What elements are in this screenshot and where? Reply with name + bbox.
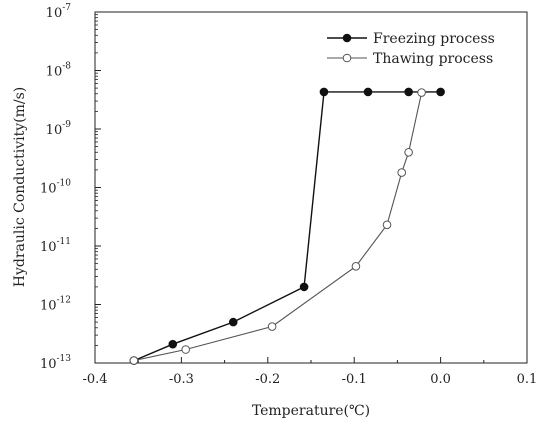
legend: Freezing process Thawing process (327, 31, 495, 67)
data-point (267, 322, 277, 331)
y-tick-label: 10-8 (46, 62, 72, 80)
x-tick-label: -0.4 (82, 372, 107, 387)
data-point (319, 87, 329, 97)
data-point (351, 261, 361, 271)
data-point (397, 168, 407, 177)
data-point (129, 356, 139, 365)
series-thawing (129, 88, 426, 365)
data-point (436, 87, 445, 97)
x-axis-title: Temperature(℃) (252, 403, 370, 419)
y-tick-label: 10-13 (40, 354, 71, 372)
series-line (133, 92, 423, 362)
series-line (133, 91, 441, 362)
x-tick-label: -0.1 (342, 372, 367, 387)
y-tick-label: 10-9 (46, 120, 72, 138)
series-layer (129, 87, 445, 365)
legend-label: Freezing process (373, 31, 495, 47)
x-tick-label: -0.3 (169, 372, 194, 387)
legend-marker (342, 53, 352, 63)
data-point (404, 147, 413, 157)
data-point (299, 282, 309, 292)
legend-marker (342, 33, 352, 43)
data-point (404, 87, 413, 97)
x-tick-label: 0.1 (517, 372, 538, 387)
data-point (382, 220, 392, 230)
x-tick-label: 0.0 (430, 372, 451, 387)
y-axis-title: Hydraulic Conductivity(m/s) (12, 87, 28, 287)
data-point (168, 339, 178, 349)
y-tick-label: 10-7 (46, 3, 72, 21)
data-point (181, 345, 191, 354)
y-tick-label: 10-10 (40, 179, 71, 197)
data-point (363, 87, 373, 97)
data-point (417, 88, 426, 97)
y-tick-label: 10-11 (40, 237, 71, 255)
y-tick-label: 10-12 (40, 296, 71, 314)
x-tick-label: -0.2 (255, 372, 280, 387)
series-freezing (129, 87, 445, 365)
axis-ticks: -0.4 -0.3 -0.2 -0.1 0.0 0.1 10-13 10-12 10-11 10-… (40, 3, 537, 387)
data-point (228, 317, 238, 327)
legend-label: Thawing process (373, 51, 493, 67)
